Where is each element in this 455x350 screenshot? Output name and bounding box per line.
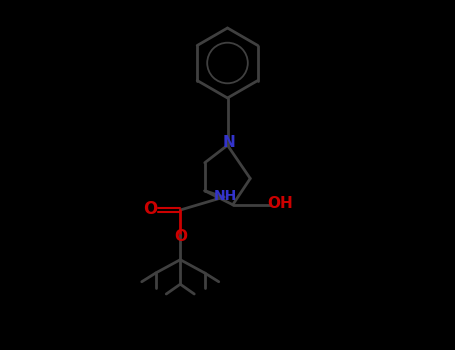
Text: N: N bbox=[223, 135, 236, 150]
Text: O: O bbox=[174, 229, 187, 244]
Text: OH: OH bbox=[267, 196, 293, 211]
Text: O: O bbox=[143, 200, 157, 218]
Text: NH: NH bbox=[214, 189, 238, 203]
